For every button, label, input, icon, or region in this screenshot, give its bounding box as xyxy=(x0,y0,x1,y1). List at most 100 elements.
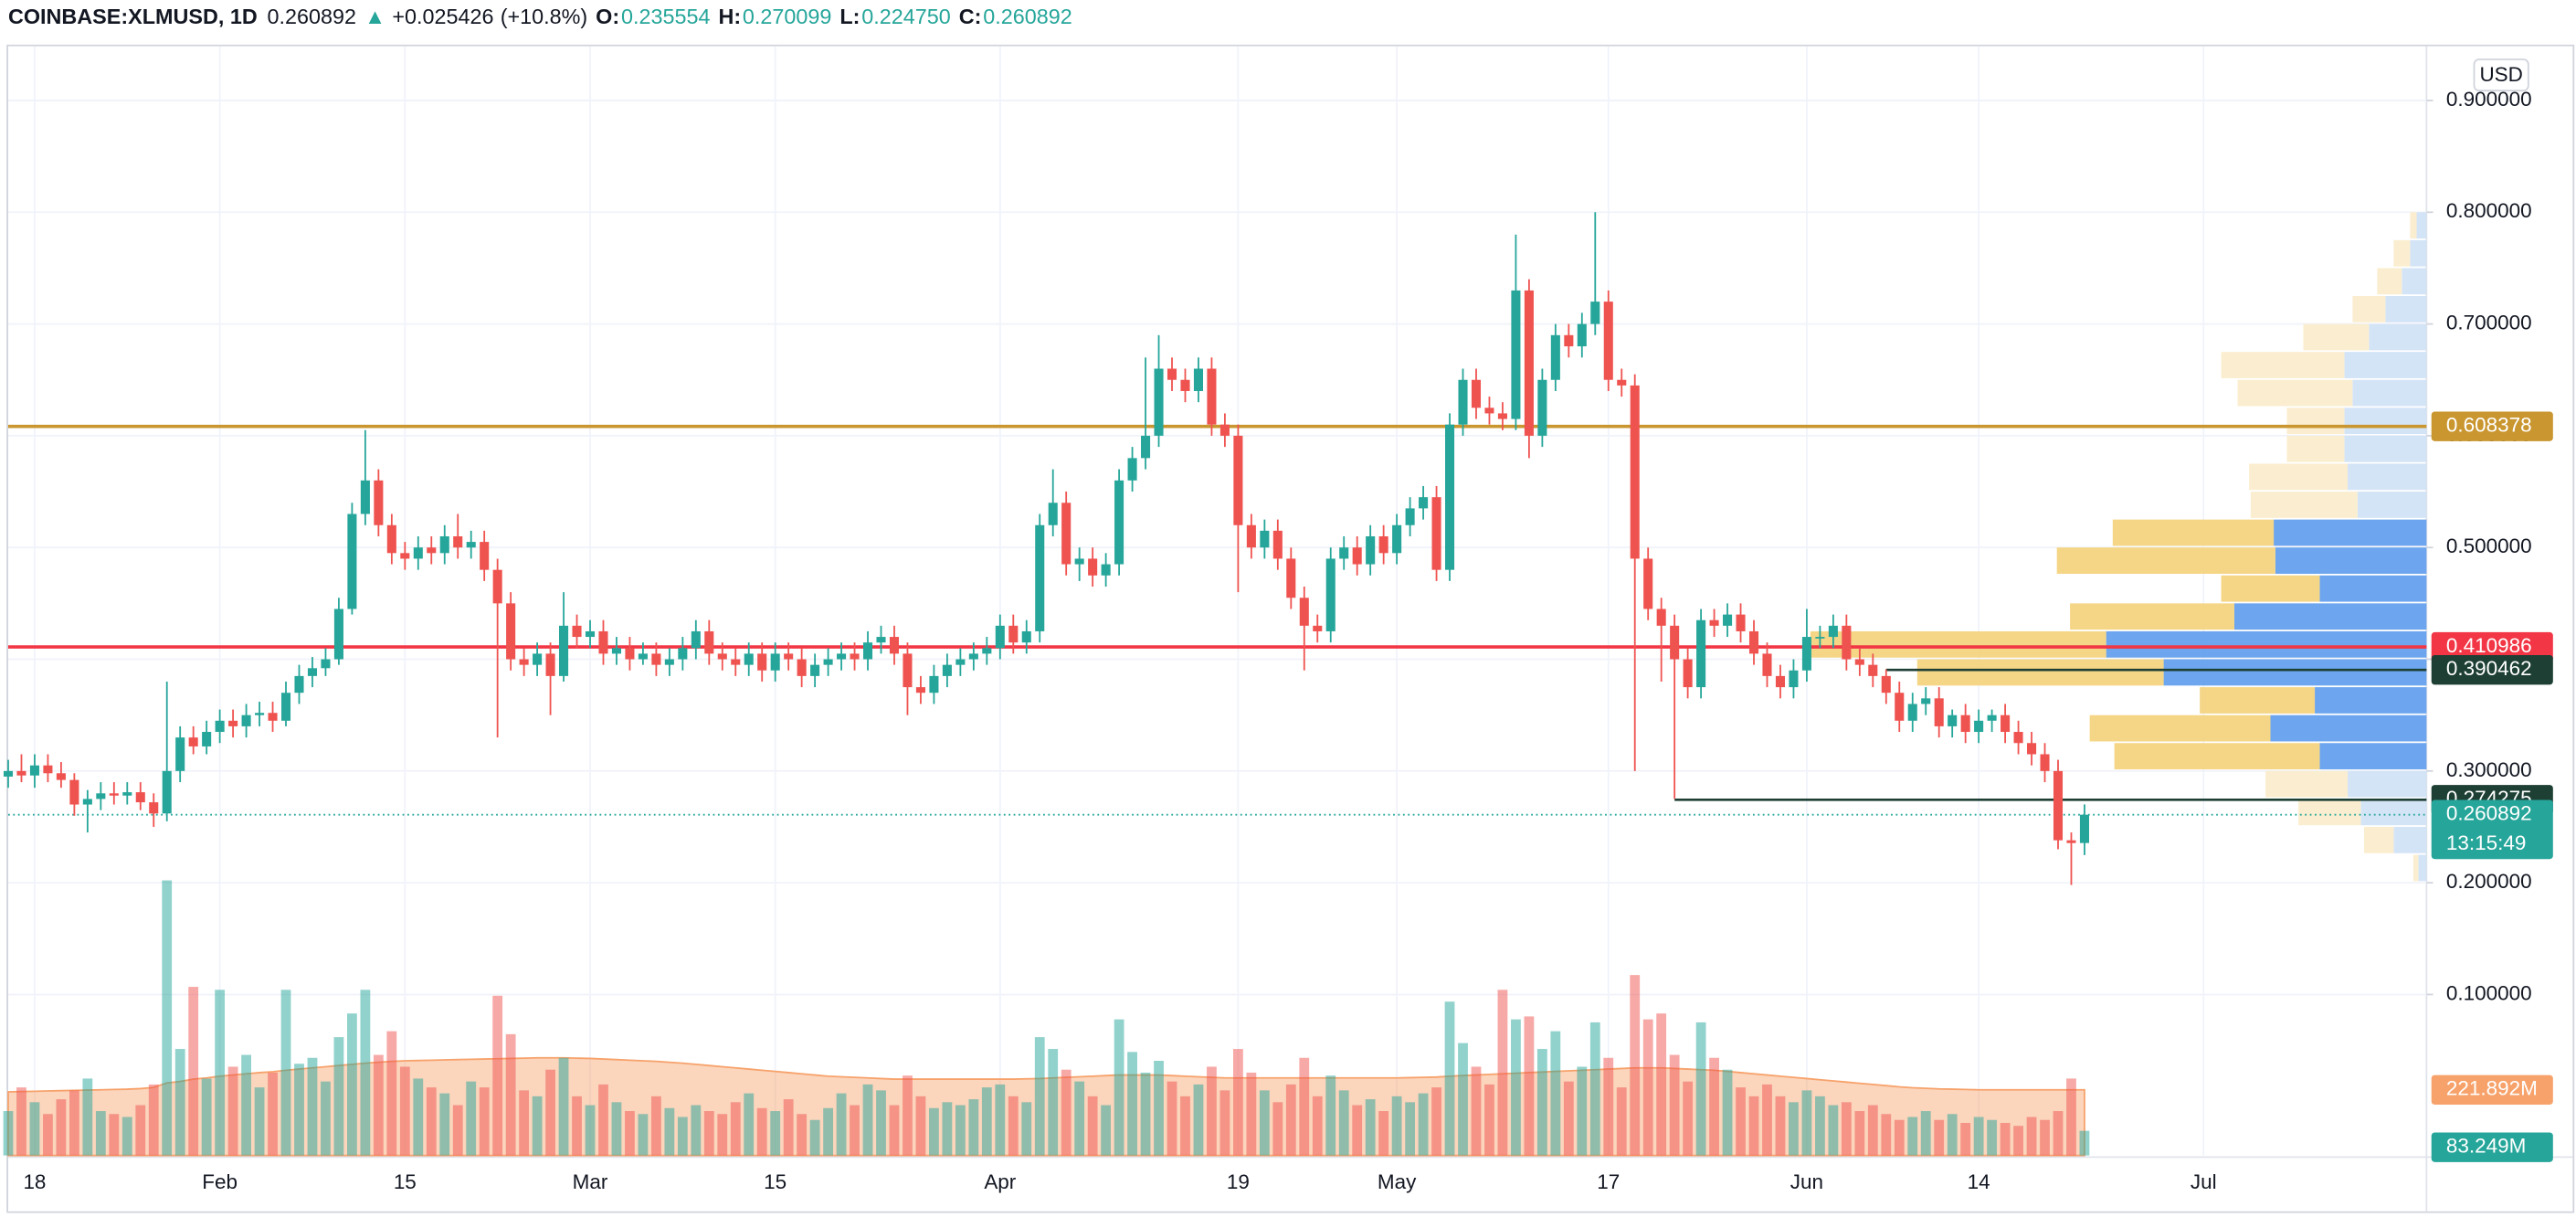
volume-bar xyxy=(373,1054,384,1156)
header-item: 0.224750 xyxy=(861,5,950,28)
level-label: 0.410986 xyxy=(2446,634,2532,657)
volume-ma-label-box xyxy=(2431,1074,2553,1105)
candle-body xyxy=(1035,524,1045,631)
volume-bar xyxy=(82,1078,93,1156)
volume-bar xyxy=(717,1114,728,1156)
volume-bar xyxy=(1140,1072,1151,1156)
candle-body xyxy=(955,659,966,665)
volume-bar xyxy=(942,1102,953,1156)
candle-body xyxy=(1313,625,1323,631)
volume-bar xyxy=(1642,1019,1653,1156)
volume-bar xyxy=(280,990,291,1156)
candle-body xyxy=(1670,625,1680,660)
candle-body xyxy=(1960,715,1970,733)
candle-body xyxy=(1114,480,1124,565)
volume-bar xyxy=(413,1078,424,1156)
volume-bar xyxy=(294,1064,304,1156)
volume-bar xyxy=(1338,1090,1349,1156)
profile-down xyxy=(2363,826,2394,853)
volume-bar xyxy=(2066,1078,2076,1156)
volume-last-label-box xyxy=(2431,1132,2553,1162)
volume-bar xyxy=(1709,1057,1719,1156)
volume-bar xyxy=(862,1084,873,1156)
profile-down xyxy=(2410,212,2417,239)
volume-bar xyxy=(227,1066,238,1156)
volume-bar xyxy=(703,1111,714,1156)
profile-down xyxy=(2114,743,2320,770)
profile-down xyxy=(2303,323,2370,351)
profile-down xyxy=(2352,296,2386,323)
candle-body xyxy=(572,625,582,638)
volume-bar xyxy=(1154,1061,1164,1156)
profile-down xyxy=(2286,408,2345,435)
candle-body xyxy=(1088,558,1098,576)
volume-bar xyxy=(1167,1081,1177,1156)
candle-body xyxy=(1974,720,1984,733)
candle-body xyxy=(929,675,939,693)
candle-body xyxy=(889,637,900,654)
volume-bar xyxy=(268,1072,278,1156)
candle-body xyxy=(1683,659,1693,688)
volume-bar xyxy=(360,990,371,1156)
volume-bar xyxy=(1563,1081,1574,1156)
candle-body xyxy=(1352,547,1362,565)
candle-body xyxy=(1405,508,1415,525)
candle-body xyxy=(1008,625,1019,643)
profile-down xyxy=(1810,630,2106,658)
volume-bar xyxy=(492,995,503,1156)
volume-bar xyxy=(109,1114,120,1156)
x-tick-label: Mar xyxy=(573,1170,608,1193)
candles xyxy=(3,212,2089,885)
volume-bar xyxy=(1828,1105,1839,1156)
profile-down xyxy=(2249,463,2349,491)
header-item: ▲ xyxy=(364,5,385,28)
header-item: L: xyxy=(839,5,860,28)
x-tick-label: 19 xyxy=(1227,1170,1250,1193)
candle-body xyxy=(480,542,490,570)
volume-bar xyxy=(505,1033,516,1156)
candle-body xyxy=(1537,379,1547,436)
candle-body xyxy=(731,659,741,665)
candle-body xyxy=(1299,598,1309,626)
candle-body xyxy=(1458,379,1468,425)
x-tick-label: Jul xyxy=(2191,1170,2217,1193)
currency[interactable]: USD xyxy=(2479,63,2522,86)
volume-bar xyxy=(823,1107,833,1156)
level-label: 0.390462 xyxy=(2446,657,2532,680)
volume-bar xyxy=(56,1099,67,1156)
candle-body xyxy=(492,569,502,604)
x-tick-label: Apr xyxy=(984,1170,1016,1193)
y-tick-label: 0.800000 xyxy=(2446,199,2532,222)
candle-body xyxy=(360,480,370,514)
volume-bar xyxy=(691,1105,702,1156)
volume-bar xyxy=(2040,1119,2050,1156)
candle-body xyxy=(1074,558,1084,565)
candle-body xyxy=(611,648,621,654)
candle-body xyxy=(982,648,992,654)
volume-bar xyxy=(1524,1016,1535,1156)
candle-body xyxy=(2013,732,2023,744)
profile-up xyxy=(2344,435,2427,462)
candle-body xyxy=(374,480,384,525)
candle-body xyxy=(175,737,185,771)
candle-body xyxy=(255,713,265,715)
volume-bar xyxy=(321,1081,331,1156)
profile-up xyxy=(2410,239,2427,267)
candle-body xyxy=(1141,435,1151,459)
header-item: C: xyxy=(959,5,982,28)
profile-up xyxy=(2344,352,2427,378)
currency-button[interactable] xyxy=(2473,58,2529,92)
profile-up xyxy=(2352,379,2427,407)
volume-bar xyxy=(69,1090,79,1156)
candle-body xyxy=(1630,385,1640,559)
candle-body xyxy=(1021,630,1031,643)
profile-up xyxy=(2319,575,2427,602)
volume-bar xyxy=(545,1069,555,1156)
candle-body xyxy=(903,653,913,688)
volume-bar xyxy=(1616,1087,1627,1156)
candle-body xyxy=(69,779,79,805)
candle-body xyxy=(1617,379,1627,386)
volume-bar xyxy=(3,1111,14,1156)
candle-body xyxy=(1723,614,1733,626)
